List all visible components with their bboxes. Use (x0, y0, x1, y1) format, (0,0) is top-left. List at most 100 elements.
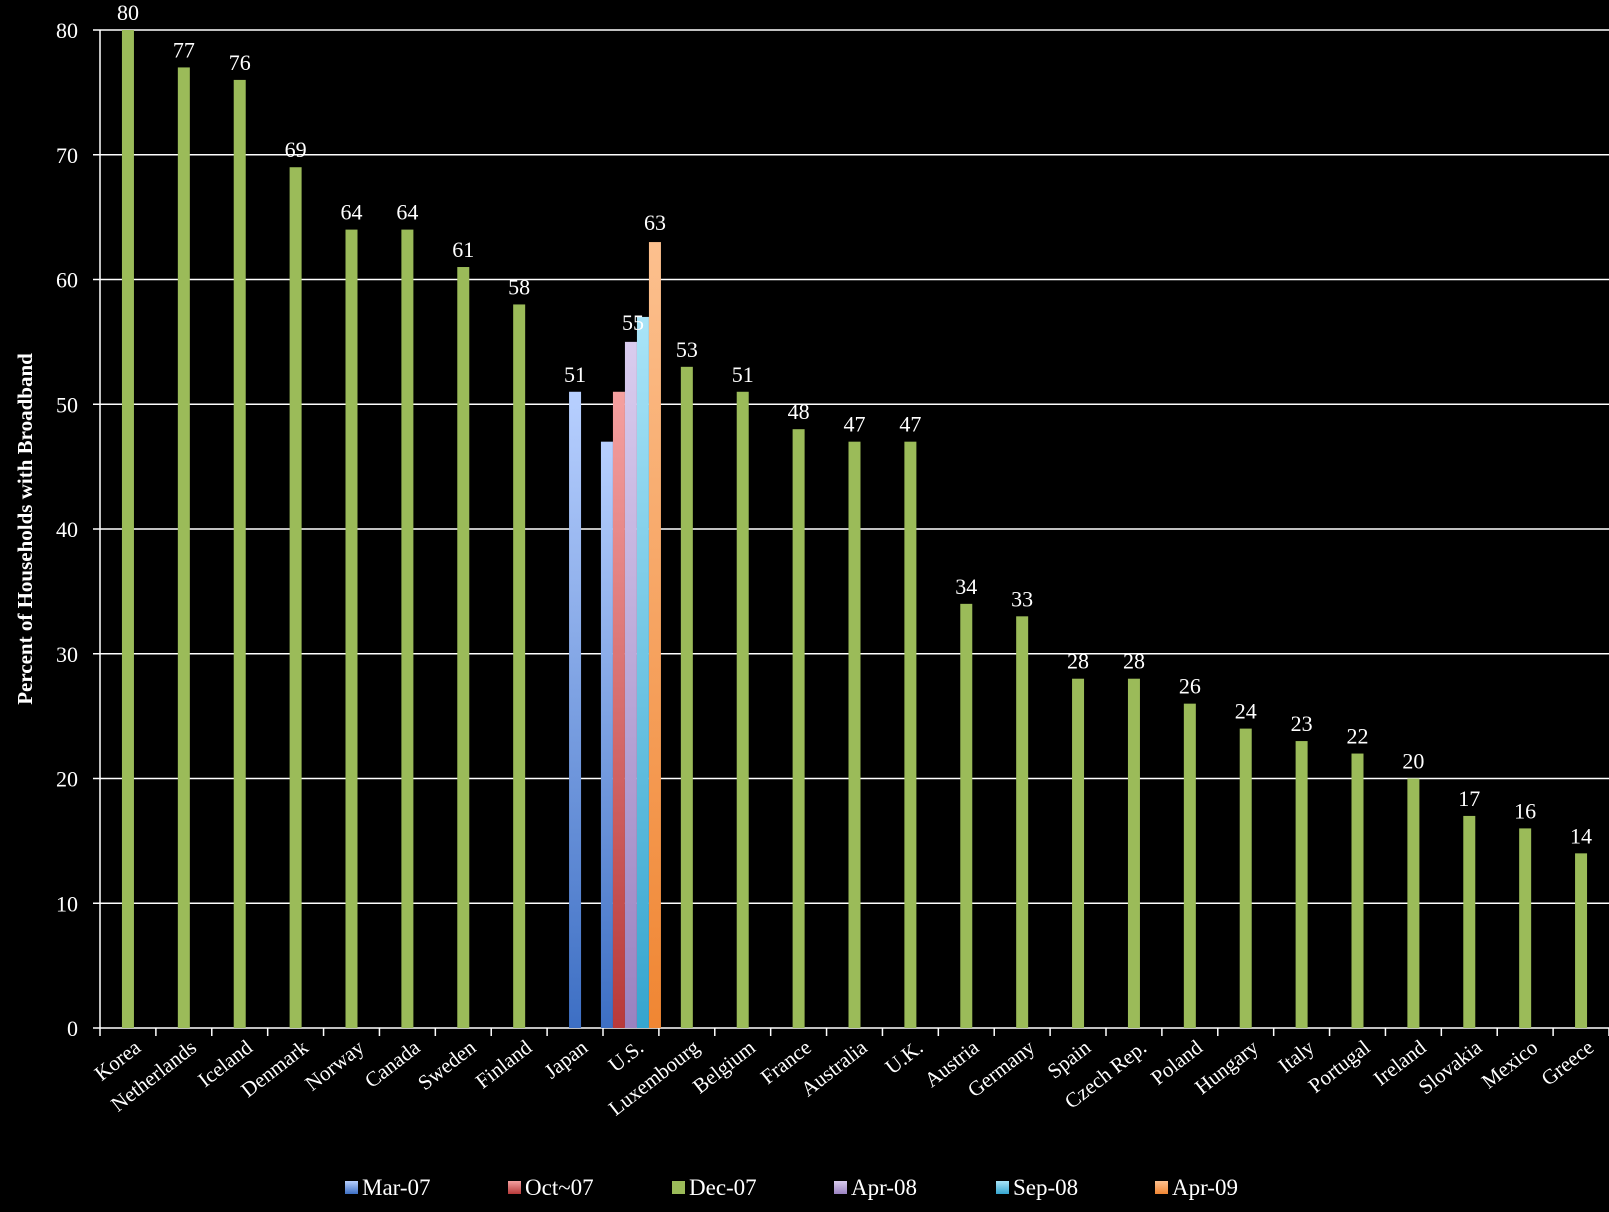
data-label: 14 (1570, 823, 1592, 848)
legend: Mar-07 Oct~07 Dec-07 Apr-08 Sep-08 Apr-09 (345, 1175, 1238, 1200)
data-label: 26 (1179, 674, 1201, 699)
y-axis-title: Percent of Households with Broadband (13, 353, 37, 705)
x-tick-label: Greece (1537, 1035, 1599, 1091)
x-tick-label: Mexico (1477, 1035, 1542, 1093)
bar-japan-mar07 (569, 391, 582, 1028)
data-label: 28 (1123, 649, 1145, 674)
data-label: 22 (1347, 724, 1369, 749)
bar-luxembourg-dec07 (680, 366, 693, 1028)
bar-austria-dec07 (960, 603, 973, 1028)
data-label: 53 (676, 337, 698, 362)
y-tick-label: 0 (67, 1016, 78, 1041)
bar-netherlands-dec07 (177, 67, 190, 1029)
y-tick-label: 60 (56, 268, 78, 293)
bar-italy-dec07 (1295, 741, 1308, 1028)
bar-uk-dec07 (904, 441, 917, 1028)
bar-portugal-dec07 (1351, 753, 1364, 1028)
bar-germany-dec07 (1016, 616, 1029, 1028)
bar-sweden-dec07 (457, 267, 470, 1028)
data-label: 24 (1235, 699, 1257, 724)
legend-label: Apr-08 (851, 1175, 917, 1200)
bar-spain-dec07 (1072, 678, 1085, 1028)
bar-norway-dec07 (345, 229, 358, 1029)
bar-iceland-dec07 (233, 79, 246, 1028)
bar-us-oct07 (612, 391, 625, 1028)
data-label: 47 (899, 412, 921, 437)
data-label: 33 (1011, 586, 1033, 611)
legend-label: Mar-07 (362, 1175, 431, 1200)
x-tick-label: Canada (360, 1035, 425, 1093)
y-tick-label: 70 (56, 143, 78, 168)
legend-item-apr09: Apr-09 (1155, 1175, 1238, 1200)
data-label: 47 (844, 412, 866, 437)
y-tick-label: 50 (56, 392, 78, 417)
data-label: 55 (622, 310, 644, 335)
data-label: 51 (564, 362, 586, 387)
bars (121, 30, 1588, 1029)
bar-greece-dec07 (1575, 853, 1588, 1028)
data-label: 69 (285, 137, 307, 162)
bar-poland-dec07 (1183, 703, 1196, 1028)
data-label: 17 (1458, 786, 1480, 811)
x-tick-label: Norway (300, 1035, 368, 1096)
x-tick-label: Hungary (1190, 1035, 1263, 1099)
data-label: 51 (732, 362, 754, 387)
legend-item-oct07: Oct~07 (508, 1175, 594, 1200)
legend-label: Sep-08 (1013, 1175, 1078, 1200)
data-label: 80 (117, 0, 139, 25)
bar-czechrep-dec07 (1127, 678, 1140, 1028)
bar-us-apr09 (648, 242, 661, 1028)
bar-canada-dec07 (401, 229, 414, 1029)
data-label: 77 (173, 37, 195, 62)
bar-mexico-dec07 (1519, 828, 1532, 1028)
data-label: 61 (452, 237, 474, 262)
legend-item-dec07: Dec-07 (672, 1175, 757, 1200)
data-label: 76 (229, 50, 251, 75)
data-label: 23 (1291, 711, 1313, 736)
legend-label: Oct~07 (525, 1175, 594, 1200)
x-tick-label: U.S. (604, 1035, 648, 1077)
legend-item-sep08: Sep-08 (996, 1175, 1078, 1200)
data-label: 48 (788, 399, 810, 424)
legend-item-mar07: Mar-07 (345, 1175, 431, 1200)
bar-denmark-dec07 (289, 167, 302, 1029)
y-tick-label: 40 (56, 517, 78, 542)
x-tick-label: Sweden (413, 1035, 481, 1095)
data-label: 64 (396, 200, 418, 225)
data-label: 16 (1514, 798, 1536, 823)
data-label: 64 (341, 200, 363, 225)
bar-ireland-dec07 (1407, 778, 1420, 1028)
legend-swatch (508, 1181, 521, 1194)
x-tick-label: Slovakia (1414, 1035, 1487, 1100)
legend-swatch (672, 1181, 685, 1194)
y-tick-label: 20 (56, 767, 78, 792)
data-label: 58 (508, 274, 530, 299)
legend-label: Apr-09 (1172, 1175, 1238, 1200)
y-tick-label: 30 (56, 642, 78, 667)
x-tick-label: Finland (471, 1035, 537, 1094)
legend-item-apr08: Apr-08 (834, 1175, 917, 1200)
legend-swatch (996, 1181, 1009, 1194)
legend-swatch (1155, 1181, 1168, 1194)
bar-belgium-dec07 (736, 391, 749, 1028)
data-label: 28 (1067, 649, 1089, 674)
bar-us-apr08 (624, 341, 637, 1028)
data-label: 20 (1402, 749, 1424, 774)
y-tick-label: 80 (56, 18, 78, 43)
y-tick-label: 10 (56, 891, 78, 916)
data-label: 63 (644, 210, 666, 235)
x-axis-category-labels: KoreaNetherlandsIcelandDenmarkNorwayCana… (90, 1035, 1598, 1121)
legend-swatch (345, 1181, 358, 1194)
legend-swatch (834, 1181, 847, 1194)
x-tick-label: Portugal (1304, 1035, 1375, 1098)
bar-korea-dec07 (121, 30, 134, 1028)
bar-finland-dec07 (513, 304, 526, 1028)
bar-us-sep08 (636, 316, 649, 1028)
bar-france-dec07 (792, 429, 805, 1028)
legend-label: Dec-07 (689, 1175, 757, 1200)
bar-australia-dec07 (848, 441, 861, 1028)
bar-hungary-dec07 (1239, 728, 1252, 1028)
x-tick-label: Belgium (688, 1035, 760, 1098)
bar-slovakia-dec07 (1463, 815, 1476, 1028)
